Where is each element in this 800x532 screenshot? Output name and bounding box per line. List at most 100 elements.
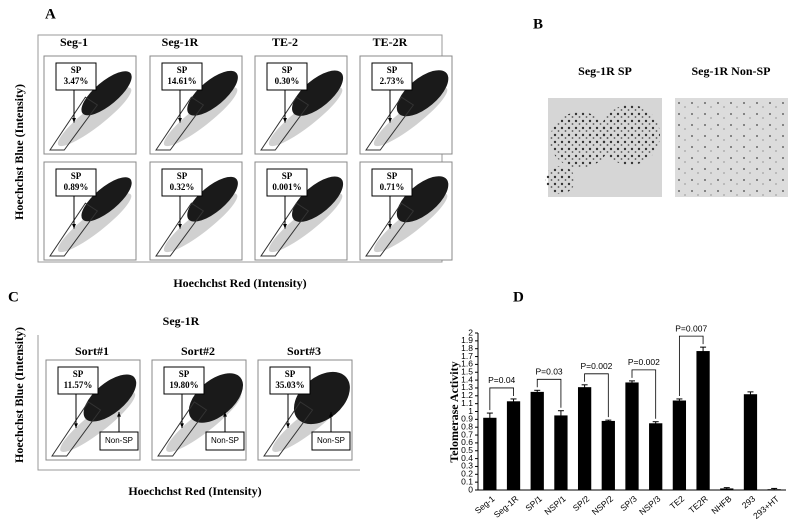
- gate-name: SP: [177, 65, 188, 75]
- gate-name: SP: [282, 65, 293, 75]
- p-value: P=0.002: [581, 361, 613, 371]
- x-tick-label: SP/1: [523, 493, 544, 513]
- gate-name: SP: [177, 171, 188, 181]
- main-population: [81, 177, 132, 222]
- x-tick-label: Seg-1R: [492, 494, 521, 520]
- y-tick-label: 2: [468, 327, 473, 337]
- significance-bracket: [584, 373, 609, 418]
- column-title: Seg-1R: [162, 35, 199, 49]
- bar: [696, 351, 710, 490]
- main-population: [83, 374, 137, 422]
- scattered-cells: [675, 98, 788, 197]
- main-population: [396, 176, 449, 223]
- bar: [601, 420, 615, 490]
- y-tick-label: 0.2: [461, 469, 473, 479]
- main-population: [292, 176, 344, 222]
- gate-percent: 2.73%: [380, 76, 405, 86]
- gate-box: [163, 366, 205, 395]
- bar: [743, 394, 758, 490]
- x-tick-label: 293: [740, 493, 758, 510]
- panel-letter: C: [8, 289, 19, 305]
- main-population: [188, 373, 243, 423]
- arrow-head: [178, 118, 182, 123]
- x-tick-label: NSP/3: [637, 493, 662, 517]
- x-tick-label: SP/2: [571, 493, 592, 513]
- gate-name: SP: [285, 369, 296, 379]
- y-tick-label: 1.4: [461, 374, 473, 384]
- gate-percent: 0.32%: [170, 182, 195, 192]
- arrow-head: [72, 118, 76, 123]
- x-tick-label: NSP/2: [590, 493, 615, 517]
- bar: [625, 382, 639, 490]
- gate-box: [161, 62, 203, 91]
- y-tick-label: 1.7: [461, 351, 473, 361]
- gate-percent: 35.03%: [275, 380, 304, 390]
- x-tick-label: TE2: [668, 493, 687, 511]
- x-tick-label: 293+HT: [751, 494, 781, 521]
- non-sp-label: Non-SP: [317, 436, 345, 445]
- p-value: P=0.03: [535, 367, 562, 377]
- significance-bracket: [536, 378, 562, 408]
- y-tick-label: 1.2: [461, 390, 473, 400]
- arrow-head: [117, 412, 121, 417]
- image-title: Seg-1R Non-SP: [691, 64, 770, 78]
- non-sp-label: Non-SP: [105, 436, 133, 445]
- p-value: P=0.007: [675, 323, 707, 333]
- bar: [577, 387, 592, 490]
- gate-percent: 11.57%: [64, 380, 93, 390]
- y-tick-label: 1: [468, 406, 473, 416]
- gate-percent: 0.001%: [272, 182, 301, 192]
- non-sp-label: Non-SP: [211, 436, 239, 445]
- gate-box: [55, 168, 97, 197]
- bar: [649, 423, 663, 490]
- y-tick-label: 1.3: [461, 382, 473, 392]
- significance-bracket: [489, 387, 514, 411]
- gate-name: SP: [71, 171, 82, 181]
- arrow-head: [74, 423, 78, 428]
- column-title: TE-2: [272, 35, 298, 49]
- x-tick-label: SP/3: [618, 493, 639, 513]
- gate-box: [371, 62, 413, 91]
- gate-name: SP: [71, 65, 82, 75]
- bar: [554, 415, 568, 490]
- y-tick-label: 0.5: [461, 445, 473, 455]
- y-tick-label: 0.6: [461, 437, 473, 447]
- gate-box: [55, 62, 97, 91]
- arrow-head: [223, 412, 227, 417]
- y-axis-title: Telomerase Activity: [447, 361, 461, 462]
- gate-box: [266, 62, 308, 91]
- bar: [506, 401, 521, 490]
- y-tick-label: 0.1: [461, 476, 473, 486]
- arrow-head: [388, 224, 392, 229]
- arrow-head: [72, 224, 76, 229]
- gate-name: SP: [387, 65, 398, 75]
- colony: [600, 105, 660, 165]
- gate-box: [57, 366, 99, 395]
- arrow-head: [329, 412, 333, 417]
- significance-bracket: [631, 369, 657, 419]
- panel-letter: A: [45, 6, 56, 22]
- y-tick-label: 0: [468, 484, 473, 494]
- arrow-head: [283, 224, 287, 229]
- bar: [483, 417, 497, 490]
- main-population: [396, 70, 449, 117]
- y-tick-label: 1.1: [461, 398, 473, 408]
- main-population: [292, 70, 344, 116]
- y-tick-label: 0.3: [461, 461, 473, 471]
- arrow-head: [178, 224, 182, 229]
- main-population: [81, 71, 132, 116]
- axis-title: Hoechchst Red (Intensity): [128, 484, 261, 498]
- gate-box: [161, 168, 203, 197]
- x-tick-label: TE2R: [687, 494, 710, 516]
- gate-percent: 19.80%: [169, 380, 198, 390]
- gate-percent: 0.89%: [64, 182, 89, 192]
- panel-frame: [37, 335, 360, 471]
- y-tick-label: 0.8: [461, 421, 473, 431]
- y-tick-label: 1.9: [461, 335, 473, 345]
- gate-percent: 3.47%: [64, 76, 89, 86]
- gate-box: [269, 366, 311, 395]
- y-tick-label: 1.5: [461, 367, 473, 377]
- x-tick-label: NSP/1: [542, 493, 567, 517]
- gate-name: SP: [282, 171, 293, 181]
